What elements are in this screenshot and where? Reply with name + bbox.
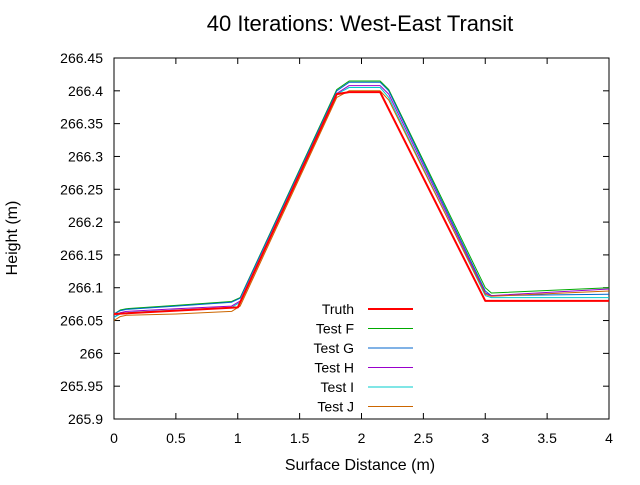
- x-tick-label: 0.5: [166, 430, 186, 446]
- y-tick-label: 266.45: [60, 50, 103, 66]
- y-tick-label: 266.2: [68, 214, 103, 230]
- series-line-test-f: [113, 80, 610, 315]
- x-tick-label: 3: [481, 430, 489, 446]
- y-tick-label: 266.15: [60, 247, 103, 263]
- legend-label: Test G: [314, 340, 354, 356]
- x-axis-label: Surface Distance (m): [285, 457, 435, 474]
- legend-label: Test H: [314, 360, 354, 376]
- legend-label: Test F: [316, 321, 354, 337]
- series-line-test-j: [113, 90, 610, 321]
- y-tick-label: 265.95: [60, 378, 103, 394]
- series-line-test-i: [113, 87, 609, 318]
- y-tick-label: 266.3: [68, 148, 103, 164]
- y-tick-label: 266.35: [60, 116, 103, 132]
- series-line-test-g: [113, 81, 610, 315]
- legend-label: Test J: [317, 399, 354, 415]
- plot-frame: [113, 57, 610, 420]
- y-axis-label: Height (m): [4, 201, 21, 276]
- x-tick-label: 1.5: [290, 430, 310, 446]
- y-tick-label: 266: [80, 345, 104, 361]
- y-tick-label: 266.1: [68, 280, 103, 296]
- series-line-truth: [113, 91, 609, 315]
- chart-title: 40 Iterations: West-East Transit: [207, 11, 514, 36]
- x-axis-ticks: 0 0.5 1 1.5 2 2.5 3 3.5 4: [110, 58, 613, 446]
- x-tick-label: 0: [110, 430, 118, 446]
- legend-label: Test I: [321, 379, 354, 395]
- plot-border: [113, 57, 610, 420]
- x-tick-label: 1: [234, 430, 242, 446]
- x-tick-label: 3.5: [537, 430, 557, 446]
- y-tick-label: 265.9: [68, 411, 103, 427]
- y-tick-label: 266.4: [68, 83, 103, 99]
- x-tick-label: 2: [358, 430, 366, 446]
- x-tick-label: 4: [605, 430, 613, 446]
- legend-label: Truth: [322, 301, 354, 317]
- y-tick-label: 266.25: [60, 181, 103, 197]
- legend: Truth Test F Test G Test H Test I Test J: [314, 301, 413, 415]
- y-axis-ticks: 265.9 265.95 266 266.05 266.1 266.15 266.2 266.…: [60, 50, 609, 427]
- series-lines: [113, 80, 610, 321]
- x-tick-label: 2.5: [414, 430, 434, 446]
- y-tick-label: 266.05: [60, 313, 103, 329]
- series-line-test-h: [113, 85, 610, 318]
